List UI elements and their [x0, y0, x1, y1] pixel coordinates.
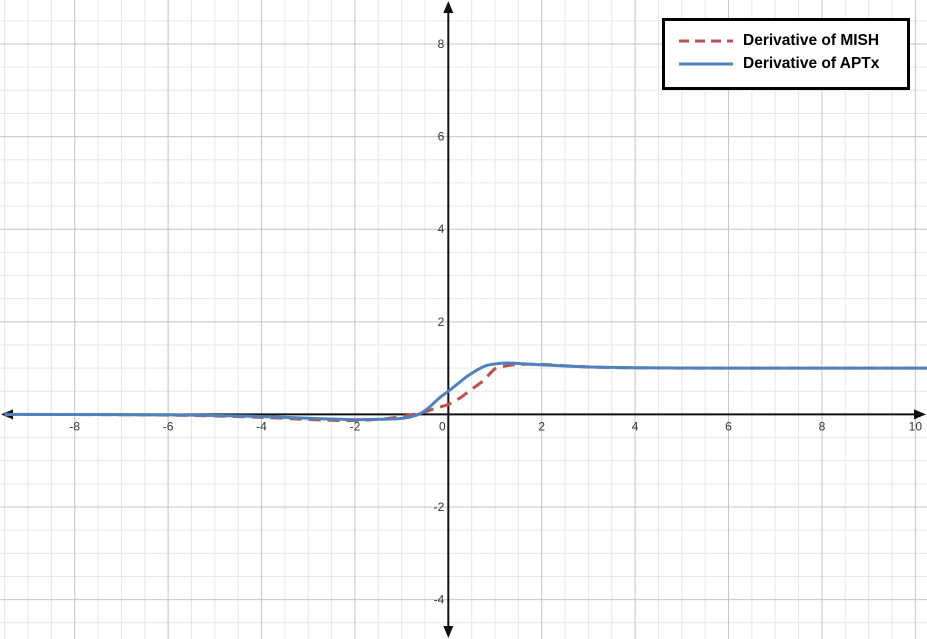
legend-label-aptx: Derivative of APTx [743, 55, 880, 72]
y-tick-label: -2 [434, 500, 445, 514]
x-tick-label: 8 [819, 419, 826, 433]
curves [4, 361, 927, 423]
y-tick-label: 4 [438, 222, 445, 236]
y-tick-label: 2 [438, 315, 445, 329]
x-axis-arrow-right-icon [914, 409, 926, 420]
series-line-mish [4, 362, 927, 423]
legend-swatch-aptx [679, 62, 733, 66]
series-line-aptx [4, 361, 927, 422]
x-tick-label: 10 [909, 419, 923, 433]
legend: Derivative of MISH Derivative of APTx [662, 18, 910, 90]
legend-label-mish: Derivative of MISH [743, 32, 880, 49]
x-tick-label: 2 [538, 419, 545, 433]
legend-item-aptx: Derivative of APTx [679, 54, 879, 74]
x-tick-label: 6 [725, 419, 732, 433]
y-tick-label: 8 [438, 37, 445, 51]
x-tick-label: 4 [632, 419, 639, 433]
y-axis-arrow-up-icon [443, 1, 454, 13]
legend-item-mish: Derivative of MISH [679, 31, 879, 51]
x-tick-label: -8 [69, 419, 80, 433]
legend-swatch-mish [679, 39, 733, 43]
x-tick-label: -4 [256, 419, 267, 433]
tick-labels: -8 -6 -4 -2 0 2 4 6 8 10 -4 -2 2 4 6 8 [69, 37, 922, 607]
x-tick-label: 0 [439, 419, 446, 433]
x-tick-label: -2 [350, 419, 361, 433]
y-axis-arrow-down-icon [443, 626, 454, 638]
x-tick-label: -6 [163, 419, 174, 433]
y-tick-label: -4 [434, 593, 445, 607]
y-tick-label: 6 [438, 130, 445, 144]
